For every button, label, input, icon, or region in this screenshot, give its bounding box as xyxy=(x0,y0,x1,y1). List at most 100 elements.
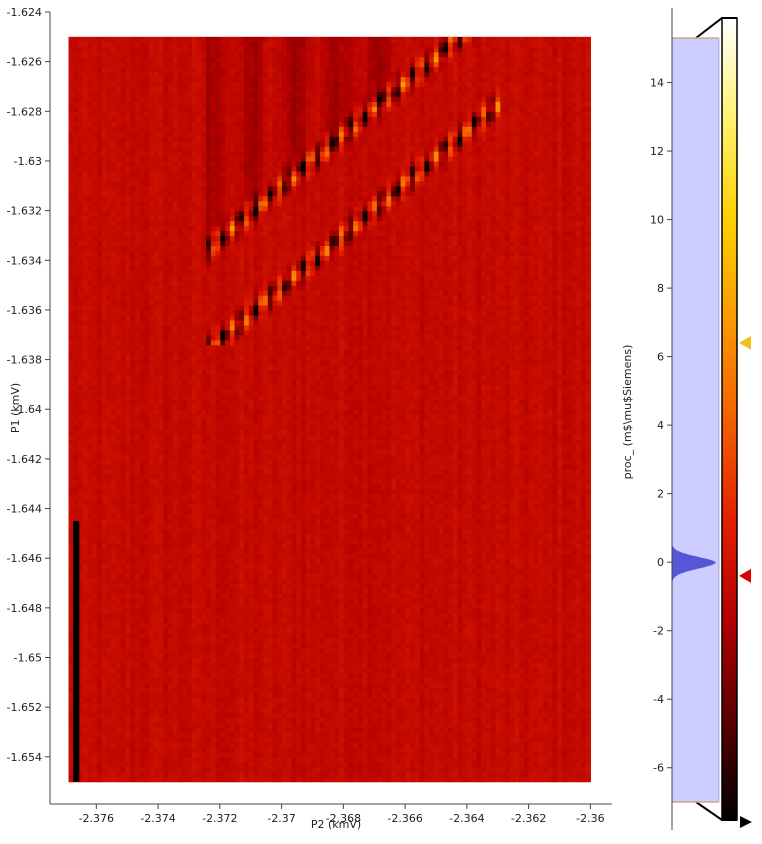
heatmap-cell xyxy=(357,617,364,624)
heatmap-cell xyxy=(429,583,435,589)
heatmap-cell xyxy=(566,771,572,778)
heatmap-cell xyxy=(101,607,108,614)
heatmap-cell xyxy=(258,588,264,594)
heatmap-cell xyxy=(542,622,549,629)
heatmap-cell xyxy=(111,761,117,768)
heatmap-cell xyxy=(319,761,326,768)
heatmap-cell xyxy=(495,692,501,698)
heatmap-cell xyxy=(258,702,264,708)
heatmap-cell xyxy=(467,607,473,614)
heatmap-cell xyxy=(182,727,188,733)
heatmap-cell xyxy=(315,637,321,644)
heatmap-cell xyxy=(187,597,193,604)
heatmap-cell xyxy=(533,771,539,778)
heatmap-cell xyxy=(101,612,108,619)
heatmap-cell xyxy=(291,583,297,589)
heatmap-cell xyxy=(87,756,93,763)
heatmap-cell xyxy=(381,612,387,619)
heatmap-cell xyxy=(144,612,150,619)
heatmap-cell xyxy=(381,751,387,758)
heatmap-cell xyxy=(514,607,520,614)
heatmap-cell xyxy=(419,588,425,594)
heatmap-cell xyxy=(357,637,364,644)
heatmap-cell xyxy=(82,588,89,594)
heatmap-cell xyxy=(144,717,150,723)
heatmap-cell xyxy=(187,583,193,589)
heatmap-cell xyxy=(172,592,179,599)
heatmap-cell xyxy=(234,642,240,649)
heatmap-cell xyxy=(68,736,74,743)
heatmap-cell xyxy=(357,707,364,713)
heatmap-cell xyxy=(338,702,345,708)
heatmap-cell xyxy=(210,687,217,693)
heatmap-cell xyxy=(120,652,127,659)
heatmap-cell xyxy=(68,717,74,723)
heatmap-cell xyxy=(504,573,511,579)
heatmap-cell xyxy=(196,672,202,678)
heatmap-cell xyxy=(405,602,411,609)
heatmap-cell xyxy=(405,578,411,584)
heatmap-cell xyxy=(481,761,487,768)
heatmap-cell xyxy=(343,677,350,683)
heatmap-cell xyxy=(87,627,93,634)
heatmap-cell xyxy=(557,692,563,698)
heatmap-cell xyxy=(381,588,387,594)
heatmap-cell xyxy=(509,558,516,564)
heatmap-cell xyxy=(486,602,492,609)
heatmap-cell xyxy=(305,632,312,639)
heatmap-cell xyxy=(248,553,255,559)
heatmap-cell xyxy=(225,741,231,748)
heatmap-cell xyxy=(282,657,288,664)
heatmap-cell xyxy=(457,682,463,688)
heatmap-cell xyxy=(210,583,217,589)
heatmap-cell xyxy=(542,558,549,564)
heatmap-cell xyxy=(405,771,411,778)
heatmap-cell xyxy=(258,697,264,703)
heatmap-cell xyxy=(419,727,425,733)
heatmap-cell xyxy=(277,727,283,733)
heatmap-cell xyxy=(172,722,179,728)
heatmap-cell xyxy=(538,672,544,678)
heatmap-cell xyxy=(291,712,297,718)
heatmap-cell xyxy=(576,568,582,574)
heatmap-cell xyxy=(210,617,217,624)
heatmap-cell xyxy=(391,583,397,589)
heatmap-cell xyxy=(324,746,331,753)
heatmap-cell xyxy=(405,717,411,723)
heatmap-cell xyxy=(500,732,506,738)
heatmap-cell xyxy=(305,602,312,609)
heatmap-cell xyxy=(305,746,312,753)
heatmap-cell xyxy=(296,766,302,773)
heatmap-cell xyxy=(305,697,312,703)
heatmap-cell xyxy=(82,682,89,688)
heatmap-cell xyxy=(244,622,250,629)
heatmap-cell xyxy=(509,588,516,594)
heatmap-cell xyxy=(96,736,103,743)
heatmap-cell xyxy=(282,662,288,669)
heatmap-cell xyxy=(552,568,558,574)
heatmap-cell xyxy=(324,657,331,664)
heatmap-cell xyxy=(576,776,582,783)
heatmap-cell xyxy=(438,622,444,629)
heatmap-cell xyxy=(500,736,506,743)
heatmap-cell xyxy=(514,736,520,743)
heatmap-cell xyxy=(96,657,103,664)
heatmap-cell xyxy=(424,682,430,688)
heatmap-cell xyxy=(495,771,501,778)
heatmap-cell xyxy=(343,672,350,678)
heatmap-cell xyxy=(158,568,165,574)
heatmap-cell xyxy=(125,647,131,654)
heatmap-cell xyxy=(372,741,378,748)
heatmap-cell xyxy=(391,662,397,669)
heatmap-cell xyxy=(106,736,112,743)
heatmap-cell xyxy=(172,751,179,758)
heatmap-cell xyxy=(376,573,383,579)
heatmap-cell xyxy=(400,697,406,703)
heatmap-cell xyxy=(419,632,425,639)
heatmap-cell xyxy=(68,677,74,683)
heatmap-cell xyxy=(324,761,331,768)
heatmap-cell xyxy=(476,732,482,738)
heatmap-cell xyxy=(557,736,563,743)
heatmap-cell xyxy=(111,637,117,644)
